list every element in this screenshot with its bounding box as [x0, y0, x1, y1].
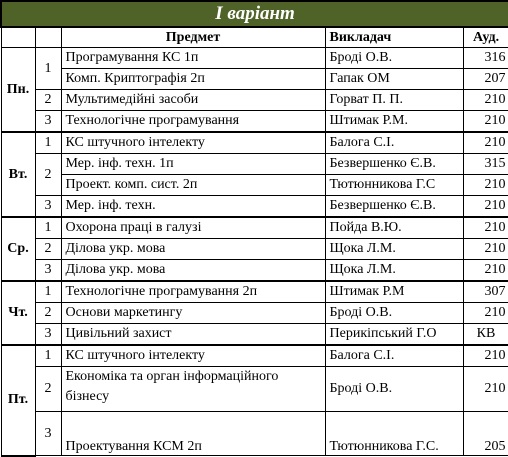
room-cell: 205 — [462, 411, 508, 456]
day-label: Пн. — [0, 47, 36, 133]
teacher-cell: Штимак Р.М — [324, 280, 464, 303]
teacher-cell: Тютюнникова Г.С — [324, 174, 464, 196]
pair-number: 2 — [34, 153, 62, 196]
subject-cell: Мультимедійні засоби — [60, 89, 326, 111]
room-cell: 210 — [462, 195, 508, 218]
table-row: Комп. Криптографія 2п Гапак ОМ 207 — [1, 68, 508, 90]
room-cell: 316 — [462, 47, 508, 69]
table-row: Вт. 1 КС штучного інтелекту Балога С.І. … — [0, 131, 508, 218]
teacher-cell: Броді О.В. — [324, 47, 464, 69]
teacher-cell: Пойда В.Ю. — [324, 216, 464, 239]
teacher-cell: Балога С.І. — [324, 131, 464, 154]
teacher-cell: Тютюнникова Г.С. — [324, 411, 464, 456]
subject-cell: Програмування КС 1п — [60, 47, 326, 69]
day-label: Ср. — [0, 216, 36, 282]
pair-number: 1 — [34, 47, 62, 90]
table-row: 2 Ділова укр. мова Щока Л.М. 210 — [1, 238, 508, 260]
room-cell: 210 — [462, 110, 508, 133]
pair-number: 2 — [34, 238, 62, 260]
day-label: Пт. — [0, 344, 36, 457]
room-cell: 210 — [462, 259, 508, 282]
subject-cell: Проектування КСМ 2п — [60, 411, 326, 456]
teacher-cell: Броді О.В. — [324, 302, 464, 324]
header-teacher: Викладач — [324, 26, 464, 48]
teacher-cell: Перикіпський Г.О — [324, 323, 464, 346]
room-cell: 210 — [462, 366, 508, 412]
title-row: І варіант — [0, 0, 508, 28]
table-row: 3 Ділова укр. мова Щока Л.М. 210 — [1, 259, 508, 282]
teacher-cell: Безвершенко Є.В. — [324, 195, 464, 218]
pair-number: 3 — [34, 411, 62, 456]
subject-cell: Технологічне програмування 2п — [60, 280, 326, 303]
subject-cell: Економіка та орган інформаційного бізнес… — [60, 366, 326, 412]
teacher-cell: Безвершенко Є.В. — [324, 153, 464, 175]
day-label: Чт. — [0, 280, 36, 346]
room-cell: 210 — [462, 174, 508, 196]
table-row: Ср. 1 Охорона праці в галузі Пойда В.Ю. … — [0, 216, 508, 282]
teacher-cell: Балога С.І. — [324, 344, 464, 367]
pair-number: 3 — [34, 259, 62, 282]
subject-cell: Комп. Криптографія 2п — [60, 68, 326, 90]
table-row: 3 Технологічне програмування Штимак Р.М.… — [1, 110, 508, 133]
table-row: 3 Проектування КСМ 2п Тютюнникова Г.С. 2… — [1, 411, 508, 456]
pair-number: 3 — [34, 323, 62, 346]
teacher-cell: Штимак Р.М. — [324, 110, 464, 133]
pair-number: 3 — [34, 110, 62, 133]
teacher-cell: Броді О.В. — [324, 366, 464, 412]
pair-number: 1 — [34, 216, 62, 239]
table-row: Чт. 1 Технологічне програмування 2п Штим… — [0, 280, 508, 346]
subject-cell: Цивільний захист — [60, 323, 326, 346]
subject-cell: Мер. інф. техн. — [60, 195, 326, 218]
header-blank-num — [34, 26, 62, 48]
teacher-cell: Горват П. П. — [324, 89, 464, 111]
pair-number: 1 — [34, 344, 62, 367]
table-row: Пн. 1 Програмування КС 1п Броді О.В. 316 — [0, 47, 508, 133]
subject-cell: Охорона праці в галузі — [60, 216, 326, 239]
teacher-cell: Гапак ОМ — [324, 68, 464, 90]
header-subject: Предмет — [60, 26, 326, 48]
pair-number: 1 — [34, 280, 62, 303]
day-label: Вт. — [0, 131, 36, 218]
subject-cell: Ділова укр. мова — [60, 238, 326, 260]
header-room: Ауд. — [462, 26, 508, 48]
room-cell: 210 — [462, 89, 508, 111]
room-cell: 210 — [462, 238, 508, 260]
table-row: Пт. 1 КС штучного інтелекту Балога С.І. … — [0, 344, 508, 457]
room-cell: 210 — [462, 131, 508, 154]
subject-cell: Мер. інф. техн. 1п — [60, 153, 326, 175]
subject-cell: Проект. комп. сист. 2п — [60, 174, 326, 196]
table-row: 2 Мер. інф. техн. 1п Безвершенко Є.В. 31… — [1, 153, 508, 196]
subject-cell: КС штучного інтелекту — [60, 344, 326, 367]
subject-cell: Технологічне програмування — [60, 110, 326, 133]
teacher-cell: Щока Л.М. — [324, 238, 464, 260]
subject-cell: КС штучного інтелекту — [60, 131, 326, 154]
table-row: 3 Мер. інф. техн. Безвершенко Є.В. 210 — [1, 195, 508, 218]
room-cell: 307 — [462, 280, 508, 303]
room-cell: 210 — [462, 344, 508, 367]
table-row: 2 Мультимедійні засоби Горват П. П. 210 — [1, 89, 508, 111]
pair-number: 2 — [34, 89, 62, 111]
table-row: 2 Основи маркетингу Броді О.В. 210 — [1, 302, 508, 324]
teacher-cell: Щока Л.М. — [324, 259, 464, 282]
room-cell: 210 — [462, 216, 508, 239]
pair-number: 2 — [34, 302, 62, 324]
header-row: Предмет Викладач Ауд. — [0, 26, 508, 48]
table-row: 3 Цивільний захист Перикіпський Г.О КВ — [1, 323, 508, 346]
pair-number: 3 — [34, 195, 62, 218]
room-cell: 210 — [462, 302, 508, 324]
schedule-title: І варіант — [0, 0, 508, 28]
pair-number: 2 — [34, 366, 62, 412]
room-cell: 207 — [462, 68, 508, 90]
table-row: Проект. комп. сист. 2п Тютюнникова Г.С 2… — [1, 174, 508, 196]
table-row: 2 Економіка та орган інформаційного бізн… — [1, 366, 508, 412]
room-cell: КВ — [462, 323, 508, 346]
room-cell: 315 — [462, 153, 508, 175]
subject-cell: Ділова укр. мова — [60, 259, 326, 282]
pair-number: 1 — [34, 131, 62, 154]
subject-cell: Основи маркетингу — [60, 302, 326, 324]
header-blank-day — [0, 26, 36, 48]
